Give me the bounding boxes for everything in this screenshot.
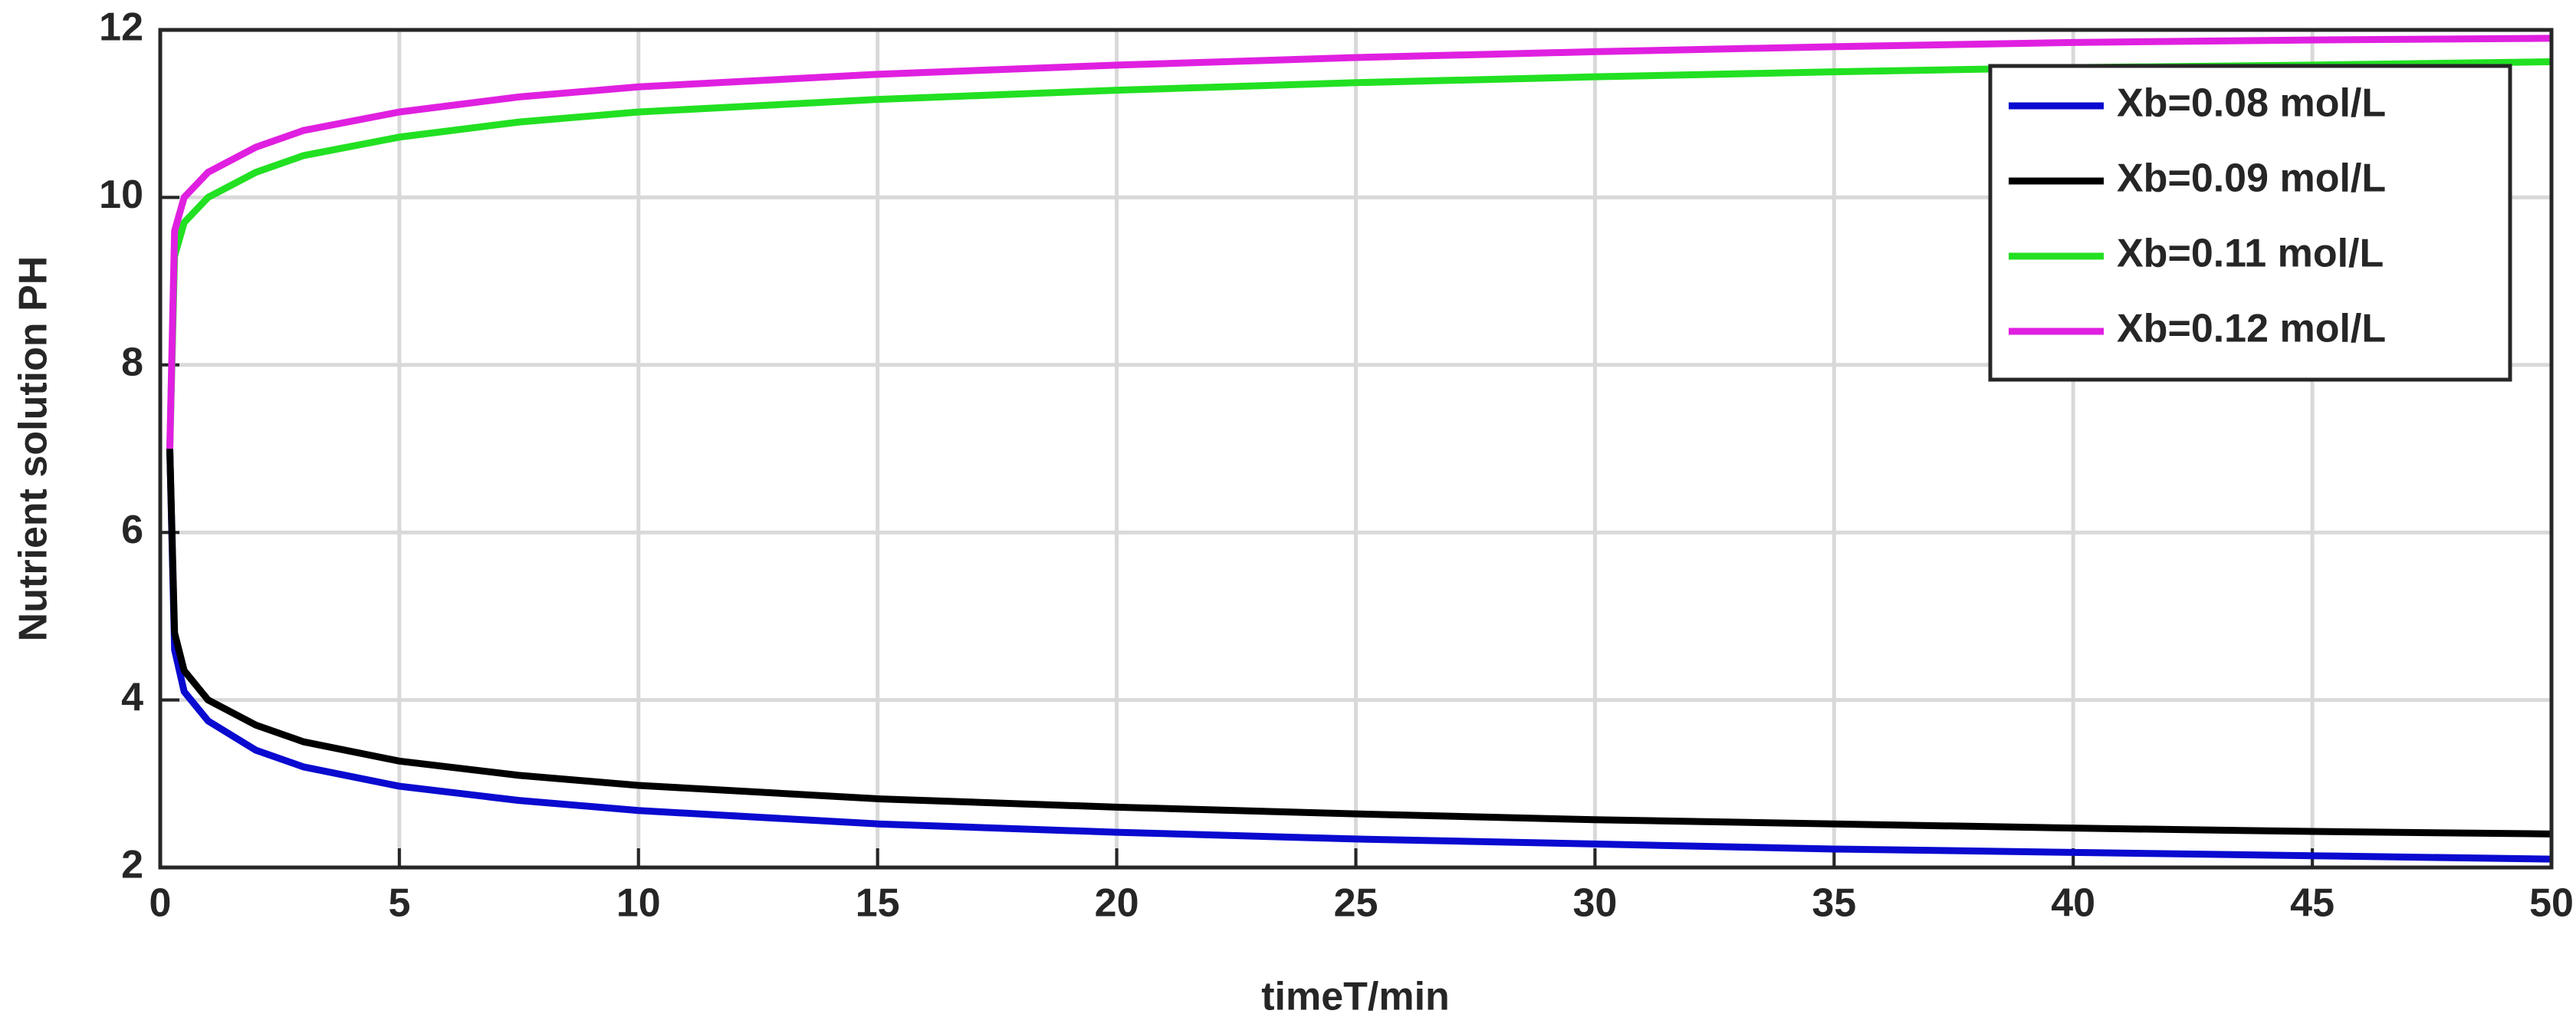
legend-label: Xb=0.09 mol/L bbox=[2117, 156, 2386, 201]
y-tick-label: 2 bbox=[121, 843, 143, 887]
x-tick-label: 5 bbox=[388, 881, 410, 926]
legend-label: Xb=0.08 mol/L bbox=[2117, 81, 2386, 126]
x-tick-label: 50 bbox=[2529, 881, 2574, 926]
y-tick-label: 8 bbox=[121, 341, 143, 385]
y-tick-label: 4 bbox=[121, 675, 143, 719]
legend-label: Xb=0.12 mol/L bbox=[2117, 307, 2386, 351]
x-tick-label: 40 bbox=[2051, 881, 2095, 926]
x-tick-label: 35 bbox=[1812, 881, 1856, 926]
x-tick-label: 20 bbox=[1095, 881, 1139, 926]
y-tick-label: 12 bbox=[99, 5, 143, 50]
x-axis-label: timeT/min bbox=[1261, 975, 1450, 1019]
legend: Xb=0.08 mol/L Xb=0.09 mol/L Xb=0.11 mol/L X… bbox=[1988, 64, 2512, 382]
x-tick-label: 15 bbox=[856, 881, 900, 926]
data-line bbox=[166, 35, 2552, 449]
legend-box bbox=[1988, 64, 2512, 382]
x-tick-label: 0 bbox=[150, 881, 172, 926]
y-axis-label: Nutrient solution PH bbox=[12, 256, 56, 642]
data-line bbox=[166, 58, 2552, 449]
x-tick-label: 25 bbox=[1334, 881, 1378, 926]
x-tick-label: 45 bbox=[2290, 881, 2334, 926]
legend-label: Xb=0.11 mol/L bbox=[2117, 232, 2384, 276]
y-tick-label: 10 bbox=[99, 173, 143, 217]
data-line bbox=[166, 448, 2552, 838]
plot-frame bbox=[158, 28, 2554, 870]
data-line bbox=[166, 448, 2552, 863]
y-tick-label: 6 bbox=[121, 508, 143, 552]
x-tick-label: 30 bbox=[1572, 881, 1617, 926]
x-tick-label: 10 bbox=[616, 881, 661, 926]
